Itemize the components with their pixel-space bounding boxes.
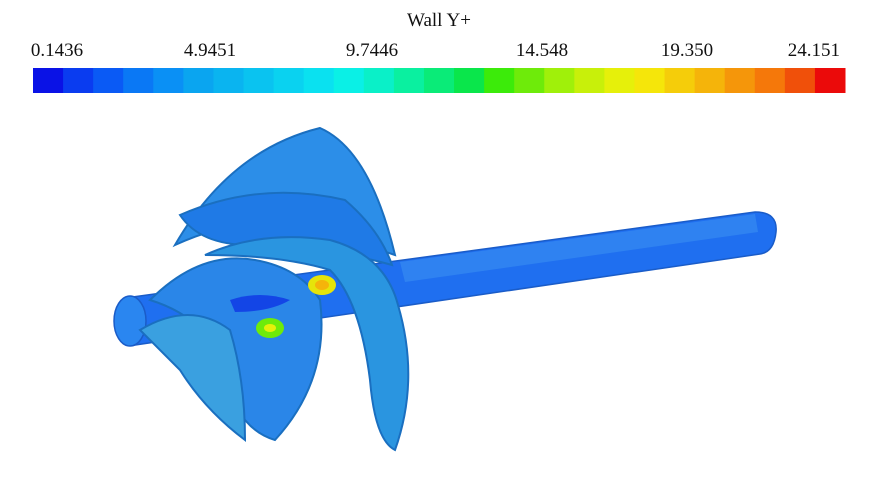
- colorbar-segment: [724, 68, 756, 93]
- colorbar-segment: [544, 68, 575, 93]
- colorbar-segment: [423, 68, 455, 93]
- colorbar-segment: [634, 68, 666, 93]
- colorbar: [33, 68, 846, 93]
- colorbar-label: 9.7446: [346, 40, 398, 61]
- colorbar-label: 4.9451: [184, 40, 236, 61]
- colorbar-segment: [514, 68, 545, 93]
- colorbar-label: 0.1436: [31, 40, 83, 61]
- colorbar-segment: [213, 68, 245, 93]
- colorbar-label: 14.548: [516, 40, 568, 61]
- colorbar-segment: [393, 68, 425, 93]
- colorbar-segment: [273, 68, 305, 93]
- colorbar-label: 19.350: [661, 40, 713, 61]
- colorbar-segment: [363, 68, 395, 93]
- colorbar-title: Wall Y+: [407, 10, 471, 31]
- colorbar-segment: [814, 68, 846, 93]
- colorbar-segment: [333, 68, 365, 93]
- colorbar-segment: [484, 68, 515, 93]
- colorbar-segment: [153, 68, 184, 93]
- colorbar-segment: [454, 68, 485, 93]
- colorbar-segment: [694, 68, 726, 93]
- colorbar-segment: [754, 68, 786, 93]
- colorbar-segment: [303, 68, 335, 93]
- colorbar-segment: [604, 68, 635, 93]
- colorbar-segment: [243, 68, 275, 93]
- colorbar-segment: [664, 68, 696, 93]
- turbine-model: [113, 126, 777, 452]
- colorbar-segment: [63, 68, 94, 93]
- colorbar-label: 24.151: [788, 40, 840, 61]
- colorbar-segment: [33, 68, 64, 93]
- colorbar-segment: [574, 68, 605, 93]
- colorbar-segment: [123, 68, 154, 93]
- colorbar-segment: [183, 68, 214, 93]
- colorbar-segment: [93, 68, 124, 93]
- colorbar-segment: [784, 68, 816, 93]
